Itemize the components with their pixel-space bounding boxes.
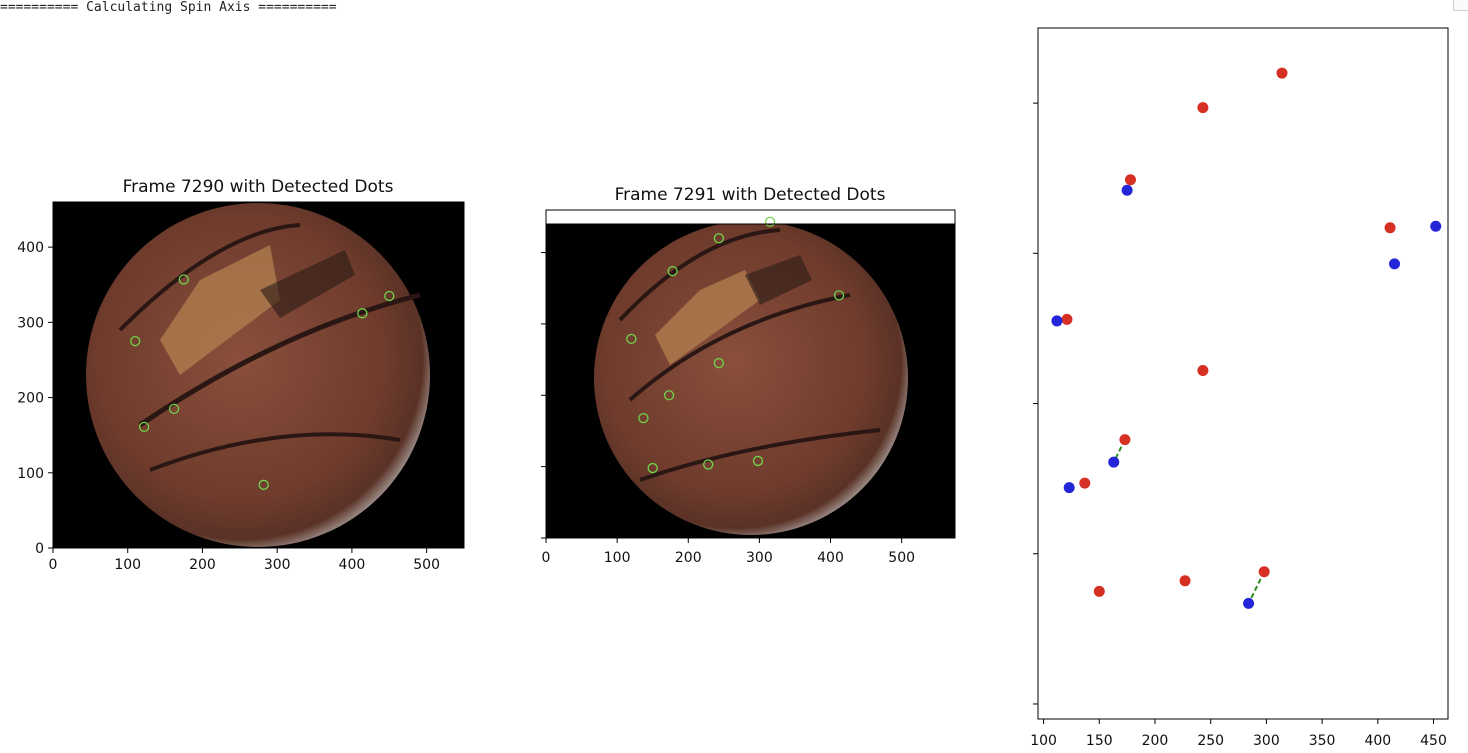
x-tick-label: 150: [1086, 733, 1113, 749]
x-tick-label: 500: [413, 557, 440, 573]
x-tick-label: 350: [1309, 733, 1336, 749]
x-tick-label: 500: [888, 550, 915, 566]
detected-dot: [667, 265, 678, 277]
x-tick-label: 400: [1364, 733, 1391, 749]
scatter-point: [1063, 482, 1075, 494]
x-tick-label: 450: [1420, 733, 1447, 749]
scatter-point: [1179, 575, 1191, 587]
x-tick-label: 400: [817, 550, 844, 566]
detected-dot: [663, 390, 675, 401]
scatter-point: [1119, 434, 1131, 446]
x-tick-label: 300: [264, 557, 291, 573]
scatter-point: [1430, 220, 1442, 232]
scatter-point: [1121, 184, 1133, 196]
detected-dot: [139, 421, 150, 433]
scatter-point: [1276, 67, 1288, 79]
detected-dot: [638, 412, 649, 424]
output-scroll-corner: [1453, 0, 1468, 11]
y-tick-label: 400: [17, 240, 44, 256]
detected-dot: [752, 455, 764, 467]
detected-dot: [833, 290, 845, 301]
x-tick-label: 200: [675, 550, 702, 566]
x-tick-label: 250: [1197, 733, 1224, 749]
detected-dot: [703, 459, 714, 470]
console-status-line: ========== Calculating Spin Axis =======…: [0, 0, 337, 15]
axes-frame-7291: Frame 7291 with Detected Dots 0 100 200 300…: [541, 185, 956, 566]
x-tick-label: 100: [1030, 733, 1057, 749]
x-tick-label: 300: [1253, 733, 1280, 749]
detected-dot: [713, 358, 724, 369]
scatter-point: [1108, 456, 1120, 468]
y-tick-label: 100: [17, 466, 44, 482]
x-tick-label: 0: [49, 557, 58, 573]
detected-dots-7290: [130, 274, 395, 490]
axes-dot-matching: 100 150 200 250 300 350 400 450: [1030, 27, 1449, 749]
scatter-point: [1384, 222, 1396, 234]
detected-dot: [713, 233, 724, 244]
x-tick-label: 0: [542, 550, 551, 566]
detected-dot: [764, 216, 776, 228]
dot-scatter: [1051, 67, 1442, 609]
detected-dot: [168, 403, 180, 414]
x-tick-label: 400: [339, 557, 366, 573]
x-tick-label: 100: [604, 550, 631, 566]
x-tick-label: 200: [1142, 733, 1169, 749]
y-tick-label: 300: [17, 315, 44, 331]
x-tick-label: 200: [189, 557, 216, 573]
detected-dot: [258, 479, 269, 490]
scatter-point: [1124, 174, 1136, 186]
axes-frame-7290: Frame 7290 with Detected Dots 0 100 200 300…: [17, 177, 465, 573]
detected-dot: [647, 462, 658, 474]
match-line: [1247, 571, 1266, 604]
y-tick-label: 200: [17, 391, 44, 407]
detected-dot: [357, 308, 368, 319]
axes-2-title: Frame 7291 with Detected Dots: [615, 185, 886, 205]
detected-dot: [130, 336, 141, 347]
x-tick-label: 100: [114, 557, 141, 573]
scatter-point: [1051, 315, 1063, 327]
scatter-point: [1197, 364, 1209, 376]
ball-image-7291: [546, 224, 955, 538]
axes-1-title: Frame 7290 with Detected Dots: [123, 177, 394, 197]
scatter-point: [1243, 597, 1255, 609]
detected-dot: [178, 274, 189, 285]
scatter-point: [1093, 585, 1105, 597]
scatter-point: [1079, 477, 1091, 489]
detected-dot: [626, 333, 637, 345]
detected-dot: [384, 290, 395, 302]
x-tick-label: 300: [746, 550, 773, 566]
scatter-point: [1061, 313, 1073, 325]
scatter-point: [1258, 566, 1270, 578]
y-tick-label: 0: [35, 541, 44, 557]
detected-dots-7291: [626, 216, 845, 474]
scatter-point: [1197, 102, 1209, 114]
scatter-point: [1389, 258, 1401, 270]
ball-image-7290: [53, 202, 464, 548]
